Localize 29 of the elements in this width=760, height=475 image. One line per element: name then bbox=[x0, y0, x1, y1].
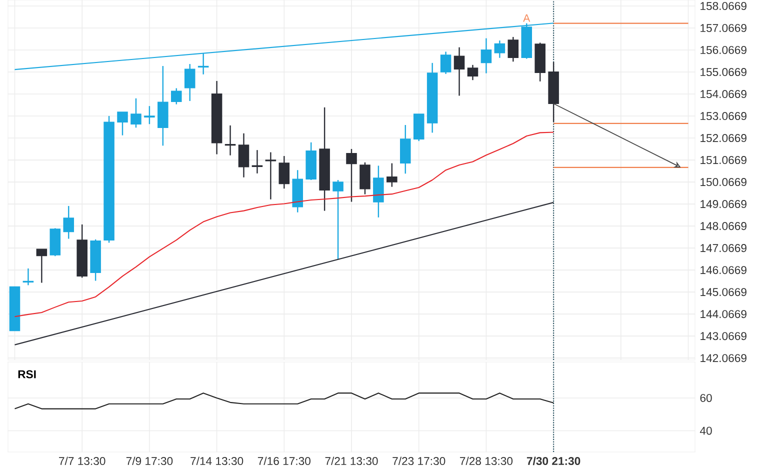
x-tick-label: 7/23 17:30 bbox=[392, 456, 446, 466]
x-tick-label: 7/30 21:30 bbox=[526, 456, 580, 466]
y-tick-label: 148.0669 bbox=[700, 222, 746, 230]
y-tick-label: 60 bbox=[700, 394, 712, 402]
y-tick-label: 144.0669 bbox=[700, 310, 746, 318]
y-tick-label: 149.0669 bbox=[700, 200, 746, 208]
text: RSI bbox=[18, 370, 36, 378]
y-tick-label: 151.0669 bbox=[700, 156, 746, 164]
y-tick-label: 143.0669 bbox=[700, 332, 746, 340]
y-tick-label: 158.0669 bbox=[700, 2, 746, 10]
y-tick-label: 150.0669 bbox=[700, 178, 746, 186]
y-tick-label: 145.0669 bbox=[700, 288, 746, 296]
x-tick-label: 7/21 13:30 bbox=[325, 456, 378, 466]
y-tick-label: 40 bbox=[700, 426, 712, 435]
y-tick-label: 154.0669 bbox=[700, 90, 746, 98]
x-tick-label: 7/28 13:30 bbox=[460, 456, 513, 466]
y-tick-label: 142.0669 bbox=[700, 354, 746, 362]
x-tick-label: 7/16 17:30 bbox=[258, 456, 310, 466]
y-tick-label: 157.0669 bbox=[700, 24, 746, 32]
y-tick-label: 156.0669 bbox=[700, 46, 746, 54]
x-tick-label: 7/7 13:30 bbox=[59, 456, 106, 466]
y-tick-label: 147.0669 bbox=[700, 244, 746, 252]
y-tick-label: 146.0669 bbox=[700, 266, 746, 274]
x-tick-label: 7/14 13:30 bbox=[190, 456, 244, 466]
x-tick-label: 7/9 17:30 bbox=[126, 456, 173, 466]
annotation: A bbox=[523, 14, 530, 22]
y-tick-label: 153.0669 bbox=[700, 112, 746, 120]
y-tick-label: 152.0669 bbox=[700, 134, 746, 142]
y-tick-label: 155.0669 bbox=[700, 68, 746, 76]
